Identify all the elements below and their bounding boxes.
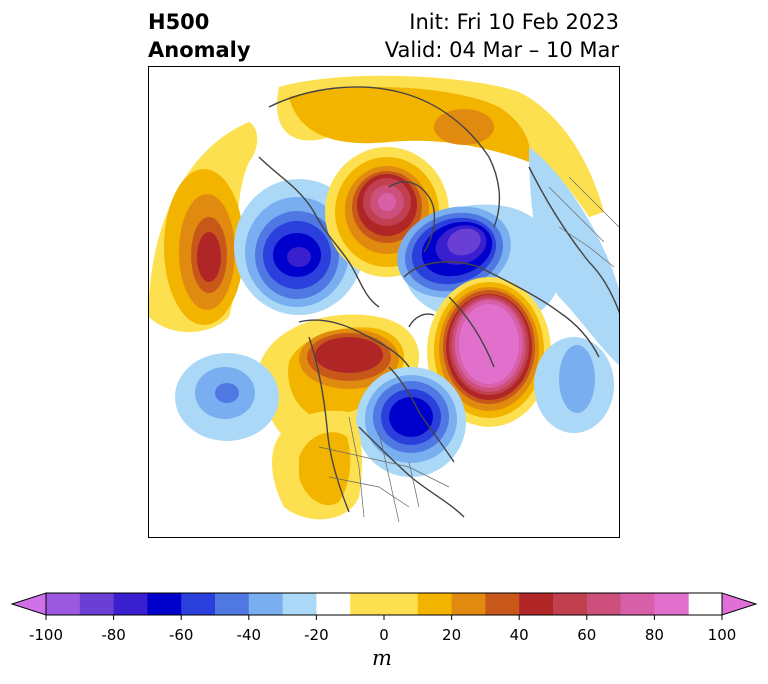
coastlines: [258, 86, 619, 518]
colorbar-tick-label: 100: [707, 626, 737, 644]
colorbar-tick-label: 20: [442, 626, 462, 644]
colorbar-tick-label: 40: [509, 626, 529, 644]
colorbar-bin: [79, 593, 115, 615]
title-right: Init: Fri 10 Feb 2023 Valid: 04 Mar – 10…: [385, 8, 619, 64]
anomaly-west-us-positive: [272, 410, 362, 520]
init-date-label: Init: Fri 10 Feb 2023: [409, 10, 619, 34]
colorbar-bin: [654, 593, 689, 615]
colorbar-bin: [113, 593, 148, 615]
colorbar-tick-label: -80: [101, 626, 126, 644]
anomaly-atlantic-negative: [534, 337, 614, 433]
colorbar-bin: [586, 593, 622, 615]
colorbar-bin: [181, 593, 216, 615]
title-variable: H500: [148, 10, 210, 34]
colorbar-bin: [215, 593, 250, 615]
anomaly-map: [148, 66, 620, 538]
political-borders: [318, 176, 619, 523]
colorbar-bin: [553, 593, 588, 615]
colorbar-bin: [46, 593, 81, 615]
colorbar-bin: [451, 593, 486, 615]
colorbar-bins: [46, 593, 689, 615]
colorbar-tick-label: -20: [304, 626, 329, 644]
colorbar: [10, 592, 758, 620]
colorbar-bin: [248, 593, 284, 615]
colorbar-tick-label: -40: [236, 626, 262, 644]
colorbar-tick-label: 0: [379, 626, 389, 644]
colorbar-tick-label: 60: [577, 626, 597, 644]
colorbar-bin: [519, 593, 554, 615]
colorbar-unit-label: m: [372, 646, 392, 670]
anomaly-east-negative: [529, 147, 619, 366]
colorbar-bin: [350, 593, 419, 615]
anomaly-greenland-positive: [427, 277, 551, 427]
colorbar-ticks: [45, 615, 723, 620]
colorbar-bin: [282, 593, 317, 615]
anomaly-east-na-negative: [356, 367, 466, 477]
anomaly-central-pacific-negative: [175, 353, 279, 441]
colorbar-bin: [620, 593, 655, 615]
colorbar-tick-label: 80: [644, 626, 664, 644]
title-field: Anomaly: [148, 38, 251, 62]
colorbar-bin: [485, 593, 520, 615]
map-canvas: [149, 75, 619, 523]
valid-range-label: Valid: 04 Mar – 10 Mar: [384, 38, 619, 62]
title-left: H500 Anomaly: [148, 8, 251, 64]
colorbar-under-arrow: [10, 592, 47, 616]
colorbar-over-arrow: [721, 592, 758, 616]
colorbar-tick-label: -60: [168, 626, 194, 644]
colorbar-bin: [417, 593, 453, 615]
anomaly-pacific-west-positive: [149, 122, 258, 332]
colorbar-bin: [316, 593, 351, 615]
colorbar-bin: [147, 593, 182, 615]
colorbar-tick-label: -100: [28, 626, 64, 644]
